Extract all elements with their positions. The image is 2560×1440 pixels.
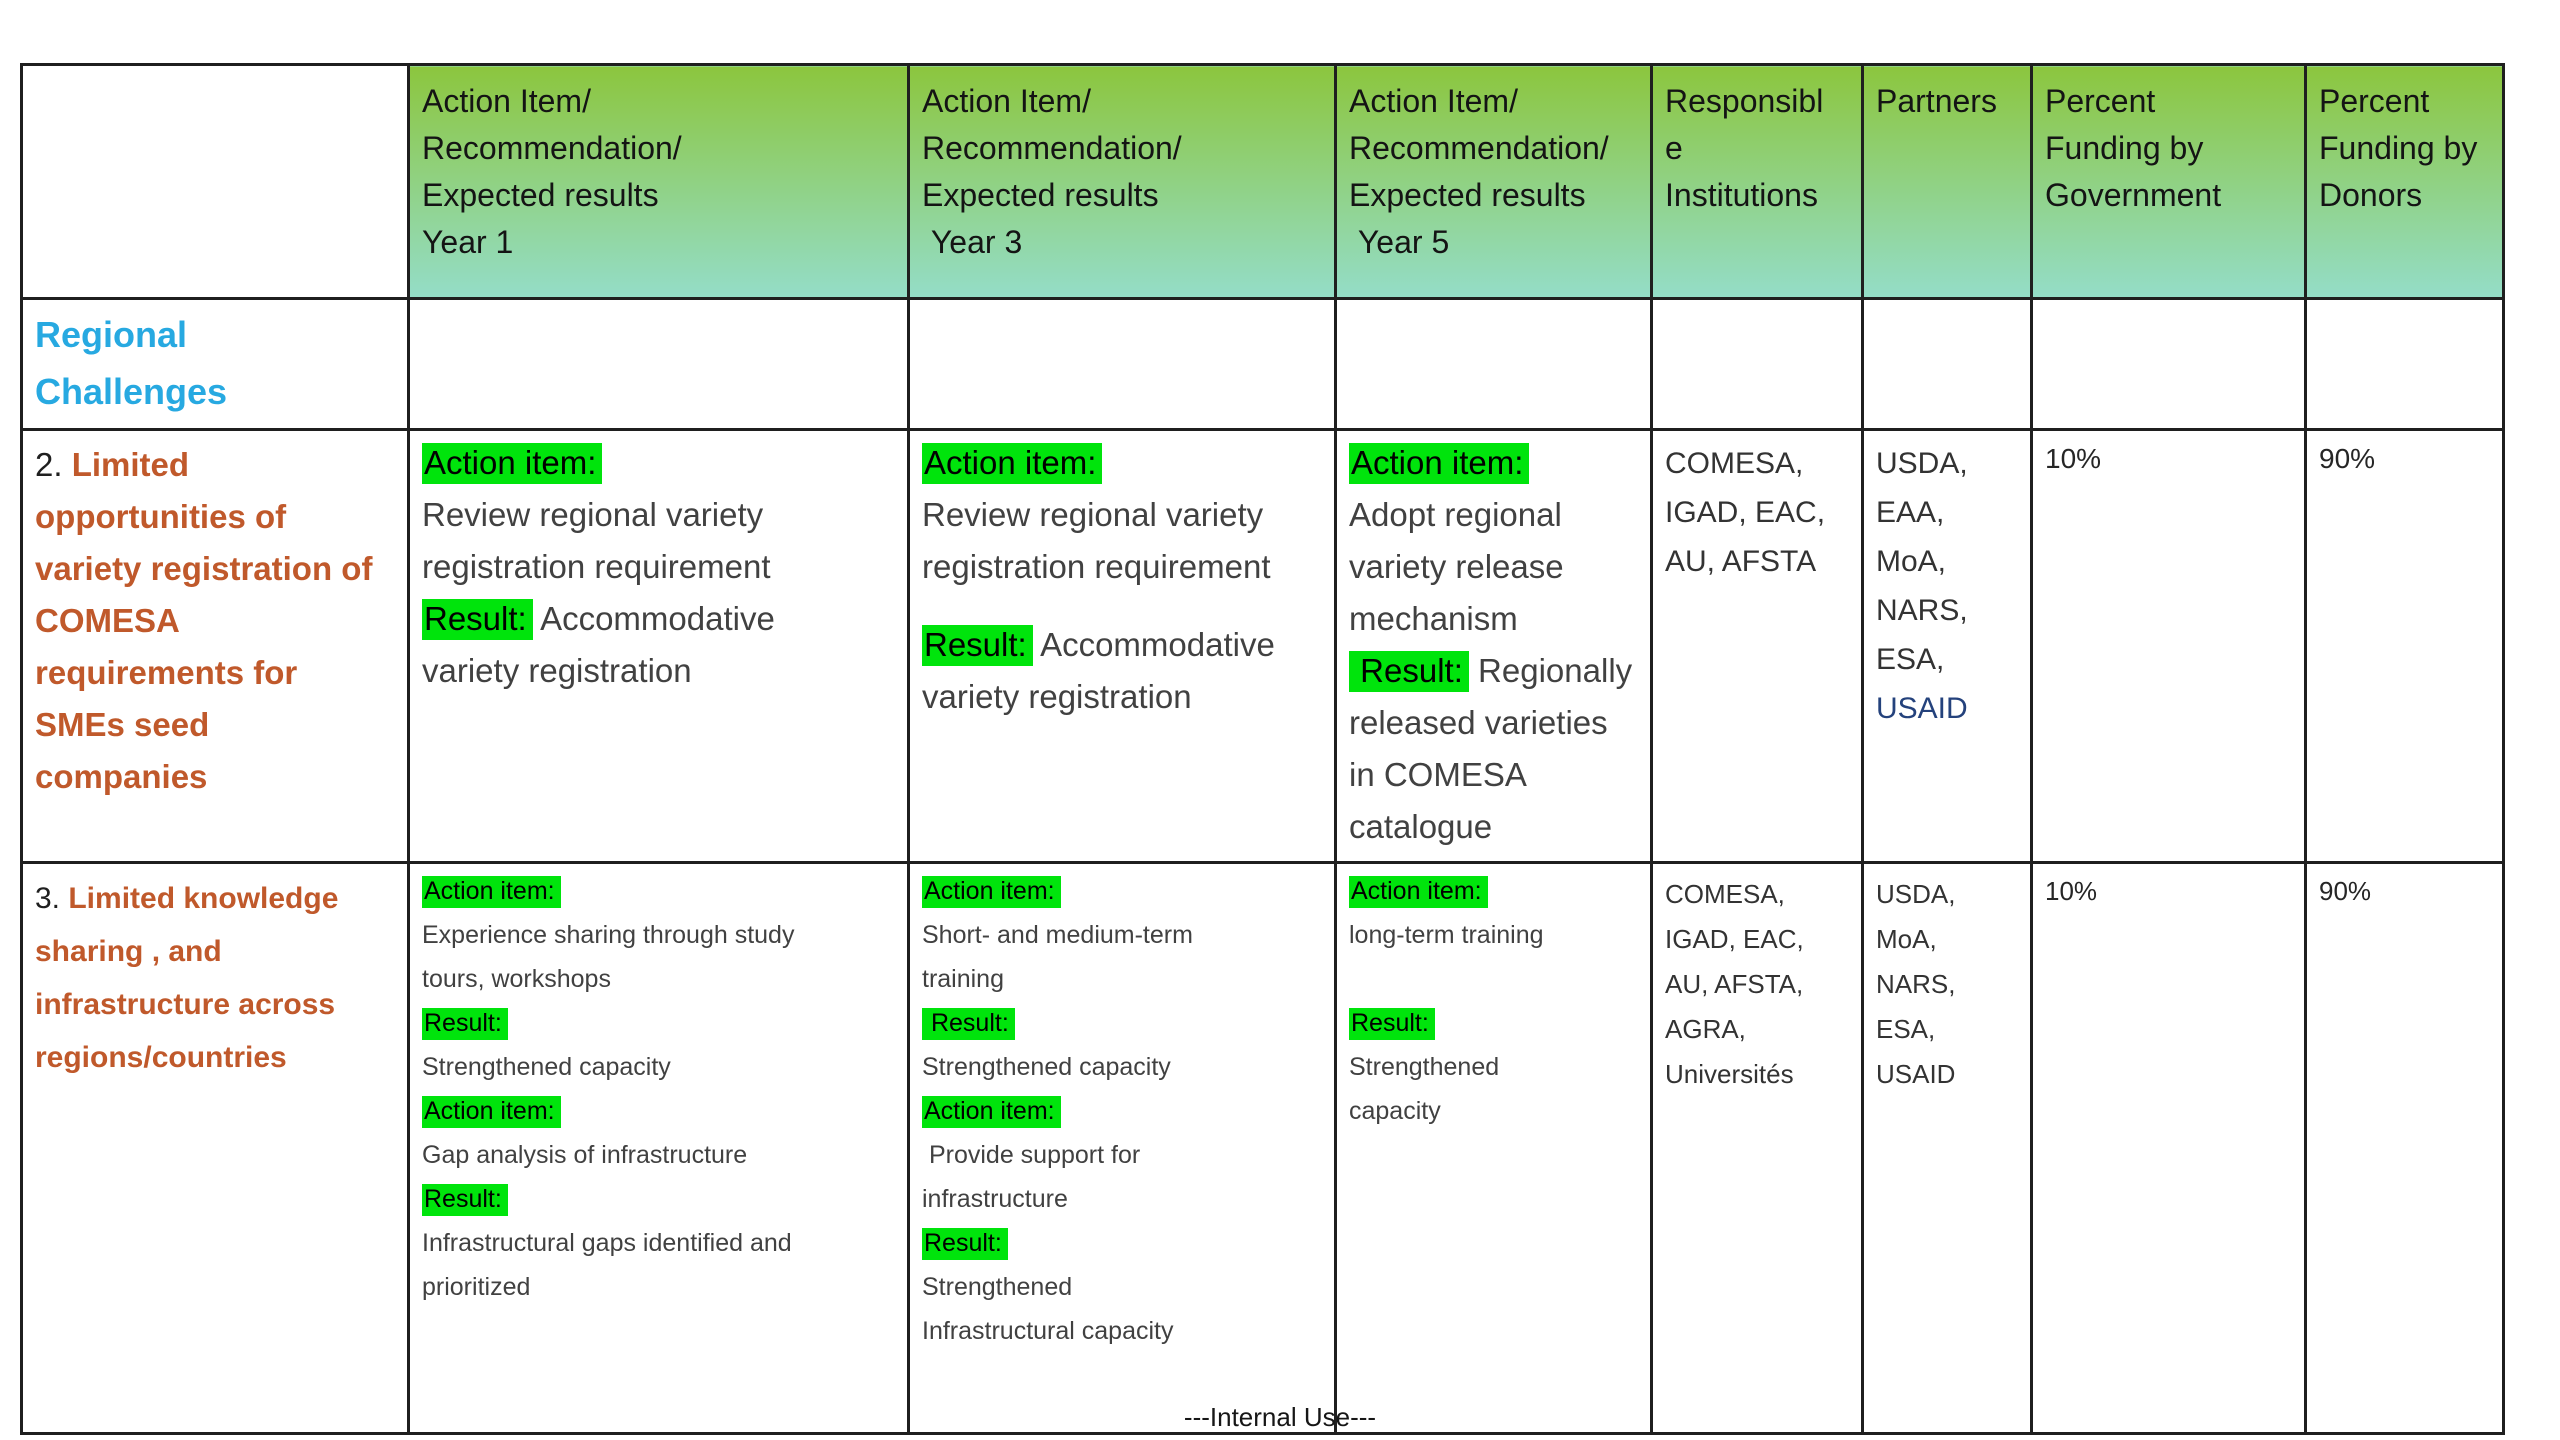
header-cell-empty: [20, 63, 410, 300]
challenge-3-year5-actions: Action item: long-term training Result: St…: [1334, 861, 1653, 1435]
table-header-row: Action Item/Recommendation/Expected resu…: [20, 63, 2505, 300]
internal-use-footer: ---Internal Use---: [1183, 1402, 1377, 1432]
row-regional-challenges: Regional Challenges: [20, 297, 2505, 431]
challenge-2-year5-actions: Action item: Adopt regional variety releas…: [1334, 428, 1653, 864]
challenge-3-percent-government: 10%: [2030, 861, 2307, 1435]
action-plan-table-container: Action Item/Recommendation/Expected resu…: [20, 63, 2505, 1435]
challenge-3-year1-actions: Action item: Experience sharing through s…: [407, 861, 910, 1435]
regional-challenges-heading: Regional Challenges: [20, 297, 410, 431]
row-challenge-2: 2. Limited opportunities of variety regist…: [20, 428, 2505, 864]
challenge-2-year1-actions: Action item: Review regional variety regis…: [407, 428, 910, 864]
challenge-2-responsible-institutions: COMESA, IGAD, EAC, AU, AFSTA: [1650, 428, 1864, 864]
challenge-2-label: 2. Limited opportunities of variety regist…: [20, 428, 410, 864]
header-cell-percent-funding-donors: Percent Funding by Donors: [2304, 63, 2505, 300]
challenge-2-partners: USDA, EAA, MoA, NARS, ESA, USAID: [1861, 428, 2033, 864]
challenge-2-year3-actions: Action item: Review regional variety regis…: [907, 428, 1337, 864]
empty-cell: [407, 297, 910, 431]
header-cell-year3: Action Item/Recommendation/Expected resu…: [907, 63, 1337, 300]
empty-cell: [1650, 297, 1864, 431]
row-challenge-3: 3. Limited knowledge sharing , and infrast…: [20, 861, 2505, 1435]
empty-cell: [2304, 297, 2505, 431]
header-cell-responsible-institutions: Responsibl e Institutions: [1650, 63, 1864, 300]
empty-cell: [1861, 297, 2033, 431]
challenge-2-percent-government: 10%: [2030, 428, 2307, 864]
header-cell-year1: Action Item/Recommendation/Expected resu…: [407, 63, 910, 300]
header-cell-percent-funding-government: Percent Funding by Government: [2030, 63, 2307, 300]
regional-challenges-action-plan-table: Action Item/Recommendation/Expected resu…: [20, 63, 2505, 1435]
challenge-2-percent-donors: 90%: [2304, 428, 2505, 864]
header-cell-partners: Partners: [1861, 63, 2033, 300]
challenge-3-label: 3. Limited knowledge sharing , and infrast…: [20, 861, 410, 1435]
empty-cell: [1334, 297, 1653, 431]
empty-cell: [2030, 297, 2307, 431]
header-cell-year5: Action Item/Recommendation/Expected resu…: [1334, 63, 1653, 300]
challenge-3-percent-donors: 90%: [2304, 861, 2505, 1435]
empty-cell: [907, 297, 1337, 431]
challenge-3-partners: USDA, MoA, NARS, ESA, USAID: [1861, 861, 2033, 1435]
challenge-3-responsible-institutions: COMESA, IGAD, EAC, AU, AFSTA, AGRA, Universi…: [1650, 861, 1864, 1435]
challenge-3-year3-actions: Action item: Short- and medium-term traini…: [907, 861, 1337, 1435]
